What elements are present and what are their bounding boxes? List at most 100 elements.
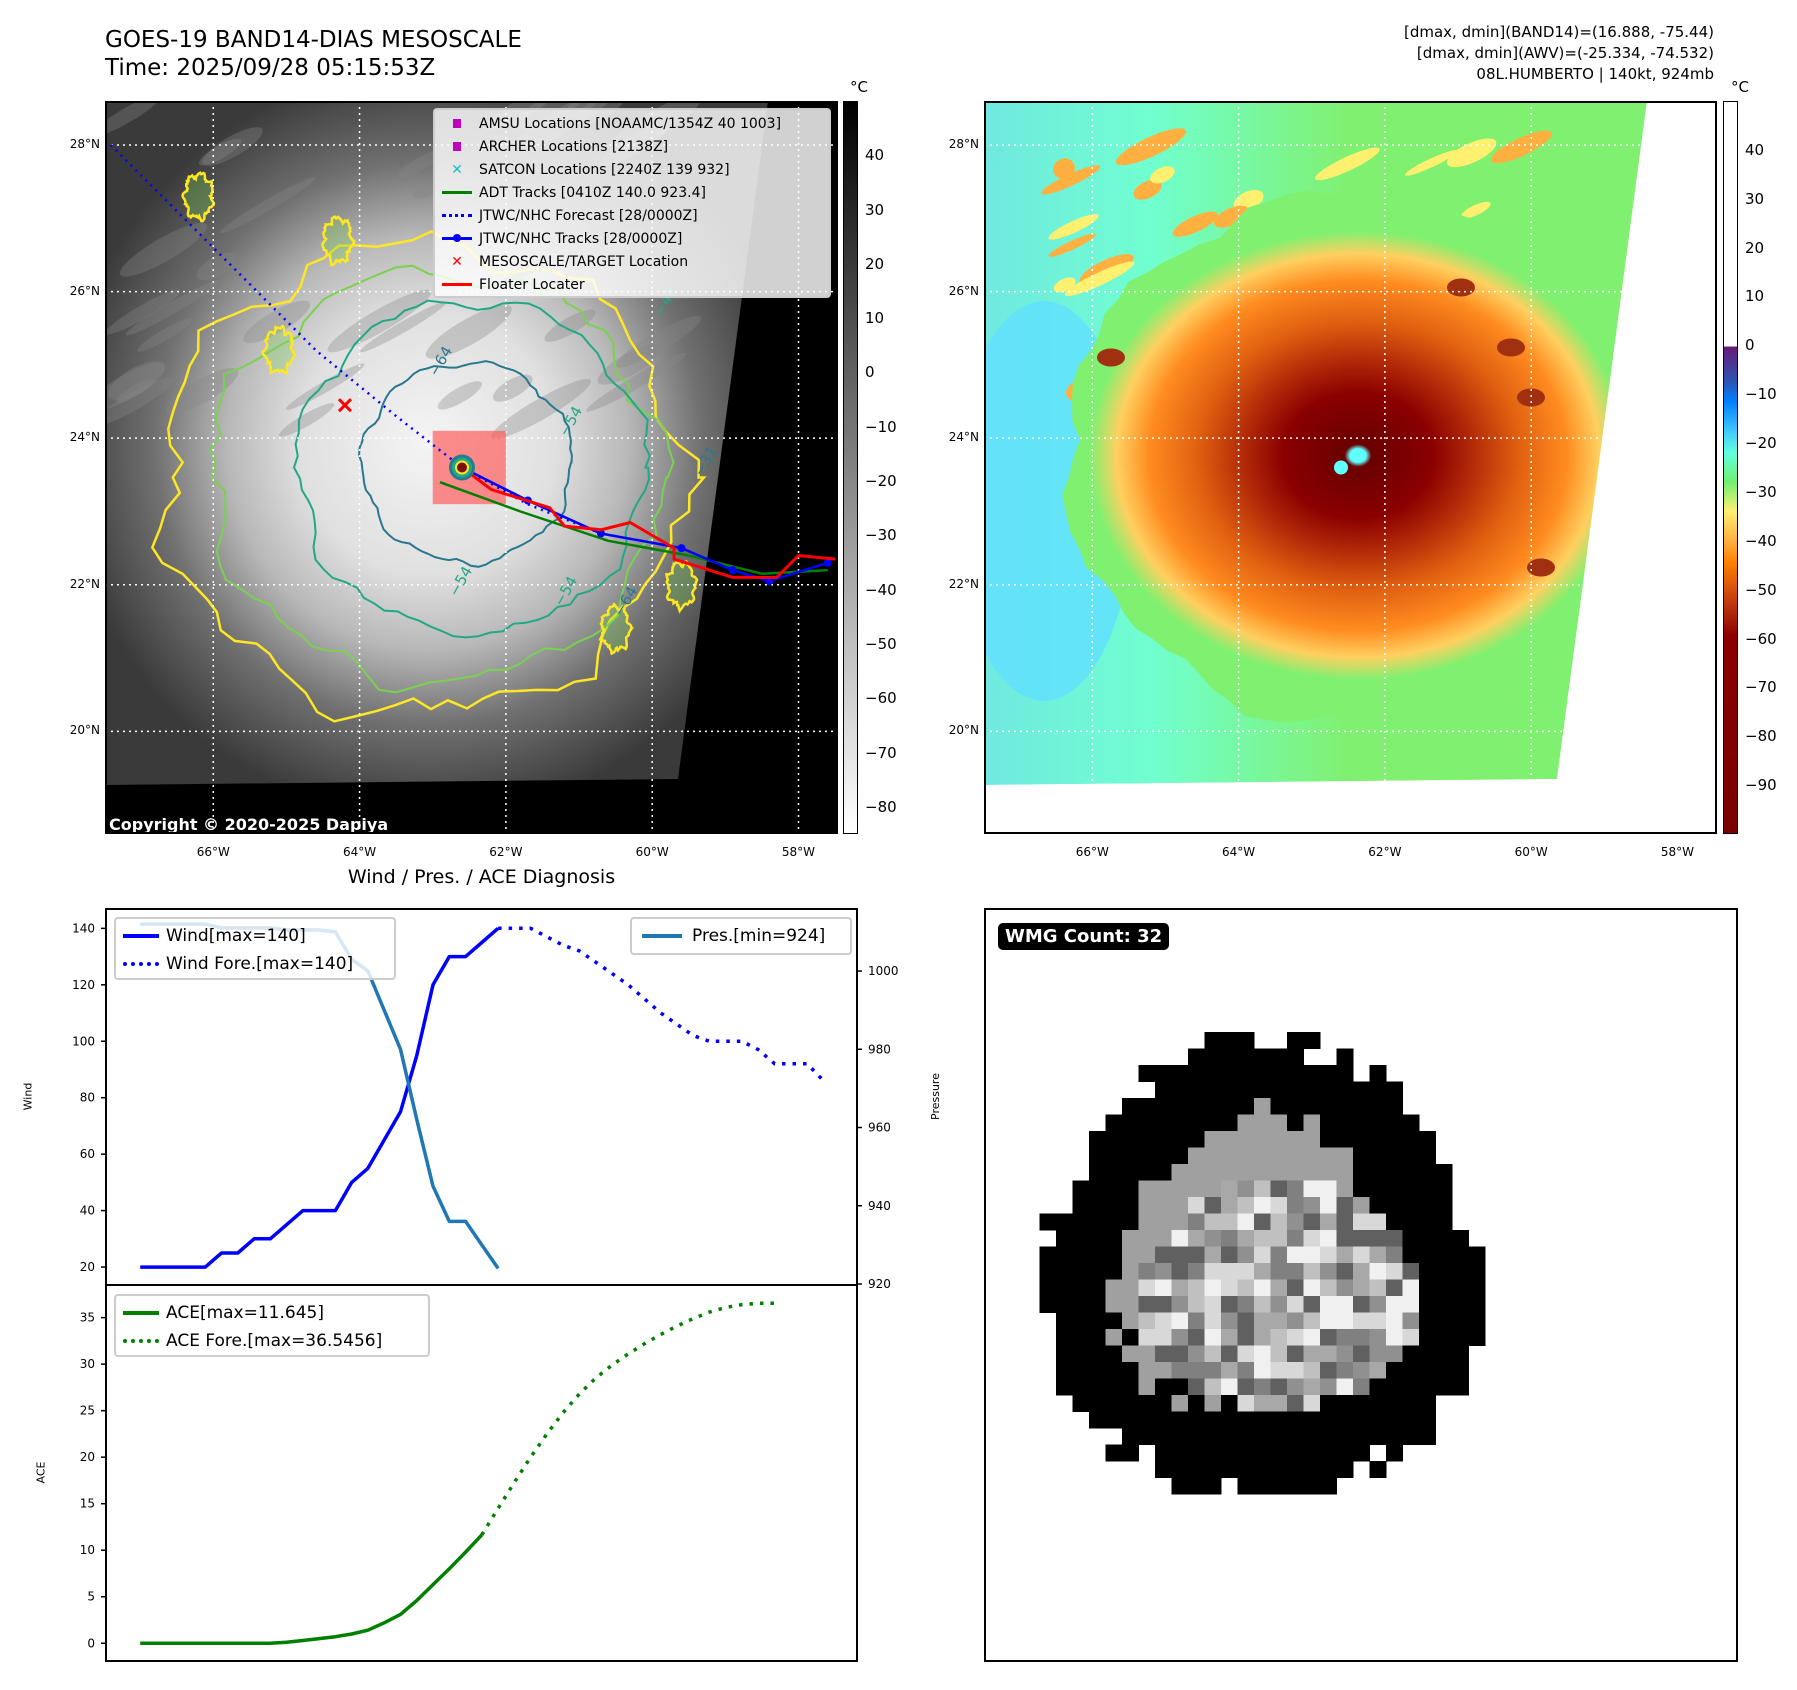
y-tick-label: 0 bbox=[87, 1636, 95, 1650]
colorbar1-tick: −50 bbox=[865, 634, 897, 653]
wmg-cell bbox=[1237, 1164, 1255, 1181]
wmg-cell bbox=[1188, 1411, 1205, 1429]
wmg-cell bbox=[1237, 1461, 1255, 1478]
wmg-cell bbox=[1287, 1312, 1304, 1330]
wmg-cell bbox=[1072, 1329, 1090, 1346]
wmg-cell bbox=[1287, 1230, 1304, 1247]
wmg-cell bbox=[1402, 1180, 1420, 1198]
wmg-cell bbox=[1287, 1345, 1304, 1363]
legend-line-icon bbox=[435, 191, 479, 194]
wmg-cell bbox=[1089, 1279, 1106, 1297]
wmg-cell bbox=[1287, 1378, 1304, 1396]
wmg-cell bbox=[1221, 1098, 1238, 1115]
wmg-cell bbox=[1435, 1312, 1453, 1330]
wmg-cell bbox=[1369, 1164, 1387, 1181]
wmg-cell bbox=[1369, 1147, 1387, 1165]
contour-cell bbox=[665, 560, 699, 614]
legend-item: ARCHER Locations [2138Z] bbox=[435, 135, 829, 158]
legend-label: JTWC/NHC Tracks [28/0000Z] bbox=[479, 230, 683, 247]
cloud-streak bbox=[116, 378, 155, 403]
wmg-cell bbox=[1204, 1279, 1222, 1297]
wmg-cell bbox=[1138, 1263, 1156, 1280]
wmg-cell bbox=[1237, 1329, 1255, 1346]
wmg-cell bbox=[1270, 1246, 1288, 1264]
wmg-cell bbox=[1204, 1312, 1222, 1330]
wmg-cell bbox=[1138, 1378, 1156, 1396]
wmg-cell bbox=[1155, 1213, 1172, 1231]
wmg-cell bbox=[1303, 1065, 1321, 1082]
wmg-cell bbox=[1353, 1098, 1370, 1115]
wmg-cell bbox=[1056, 1230, 1073, 1247]
wmg-cell bbox=[1171, 1081, 1189, 1099]
cloud-band bbox=[1048, 214, 1099, 240]
wmg-cell bbox=[1270, 1345, 1288, 1363]
wmg-cell bbox=[1435, 1213, 1453, 1231]
wmg-cell bbox=[1254, 1098, 1271, 1115]
wmg-cell bbox=[1122, 1098, 1139, 1115]
wmg-cell bbox=[1237, 1246, 1255, 1264]
wmg-cell bbox=[1435, 1230, 1453, 1247]
wmg-cell bbox=[1089, 1180, 1106, 1198]
wmg-cell bbox=[1105, 1411, 1123, 1429]
cloud-band bbox=[1064, 261, 1135, 297]
wmg-cell bbox=[1237, 1263, 1255, 1280]
wmg-cell bbox=[1336, 1296, 1354, 1313]
wmg-cell bbox=[1254, 1246, 1271, 1264]
wmg-cell bbox=[1155, 1461, 1172, 1478]
cloud-streak bbox=[544, 309, 596, 342]
wmg-cell bbox=[1122, 1197, 1139, 1214]
wmg-cell bbox=[1353, 1114, 1370, 1132]
wmg-cell bbox=[1105, 1213, 1123, 1231]
wmg-cell bbox=[1122, 1312, 1139, 1330]
wmg-cell bbox=[1188, 1230, 1205, 1247]
wmg-cell bbox=[1386, 1411, 1403, 1429]
wmg-cell bbox=[1138, 1329, 1156, 1346]
colorbar2-tick: −10 bbox=[1745, 385, 1777, 404]
wmg-cell bbox=[1353, 1395, 1370, 1412]
wmg-cell bbox=[1386, 1263, 1403, 1280]
wmg-cell bbox=[1188, 1312, 1205, 1330]
wmg-cell bbox=[1369, 1296, 1387, 1313]
wmg-cell bbox=[1105, 1164, 1123, 1181]
wmg-cell bbox=[1353, 1081, 1370, 1099]
wmg-cell bbox=[1188, 1345, 1205, 1363]
ace-axis-label: ACE bbox=[34, 1461, 48, 1484]
wmg-cell bbox=[1122, 1296, 1139, 1313]
wmg-cell bbox=[1353, 1131, 1370, 1148]
wmg-cell bbox=[1056, 1345, 1073, 1363]
wmg-cell bbox=[1386, 1428, 1403, 1445]
ace-chart-canvas: 0 5 10 15 20 25 30 35 bbox=[80, 1301, 775, 1650]
wmg-cell bbox=[1435, 1263, 1453, 1280]
wmg-cell bbox=[1336, 1279, 1354, 1297]
wmg-cell bbox=[1105, 1246, 1123, 1264]
wmg-cell bbox=[1369, 1213, 1387, 1231]
cloud-streak bbox=[107, 103, 161, 137]
wmg-cell bbox=[1089, 1147, 1106, 1165]
wmg-cell bbox=[1419, 1180, 1436, 1198]
wmg-cell bbox=[1171, 1230, 1189, 1247]
wmg-cell bbox=[1204, 1048, 1222, 1066]
wmg-cell bbox=[1402, 1246, 1420, 1264]
wmg-cell bbox=[1204, 1411, 1222, 1429]
lat-label: 28°N bbox=[948, 136, 979, 151]
wmg-cell bbox=[1122, 1362, 1139, 1379]
wmg-cell bbox=[1237, 1147, 1255, 1165]
legend-item: AMSU Locations [NOAAMC/1354Z 40 1003] bbox=[435, 112, 829, 135]
diagnosis-title: Wind / Pres. / ACE Diagnosis bbox=[347, 866, 616, 888]
wmg-cell bbox=[1353, 1147, 1370, 1165]
wmg-cell bbox=[1435, 1296, 1453, 1313]
lon-label: 64°W bbox=[342, 845, 377, 859]
wmg-cell bbox=[1369, 1098, 1387, 1115]
wmg-cell bbox=[1419, 1164, 1436, 1181]
wmg-cell bbox=[1138, 1114, 1156, 1132]
wmg-cell bbox=[1287, 1411, 1304, 1429]
wmg-cell bbox=[1353, 1362, 1370, 1379]
wmg-cell bbox=[1155, 1098, 1172, 1115]
wmg-cell bbox=[1221, 1081, 1238, 1099]
wmg-cell bbox=[1254, 1395, 1271, 1412]
wmg-cell bbox=[1369, 1230, 1387, 1247]
legend-item: Floater Locater bbox=[435, 273, 829, 296]
wmg-cell bbox=[1320, 1263, 1337, 1280]
wmg-cell bbox=[1237, 1131, 1255, 1148]
wmg-cell bbox=[1303, 1279, 1321, 1297]
